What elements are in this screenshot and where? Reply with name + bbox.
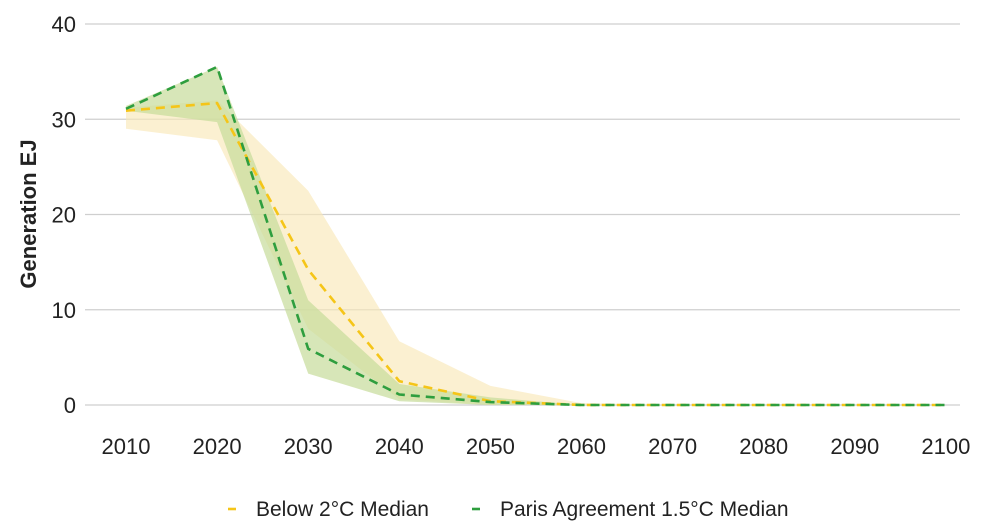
x-tick-label: 2030 bbox=[284, 434, 333, 459]
median-line-below-2c bbox=[125, 101, 946, 407]
x-tick-label: 2070 bbox=[648, 434, 697, 459]
y-tick-label: 10 bbox=[52, 298, 76, 323]
uncertainty-bands bbox=[126, 66, 946, 406]
x-tick-label: 2010 bbox=[102, 434, 151, 459]
x-tick-label: 2100 bbox=[921, 434, 970, 459]
x-tick-label: 2050 bbox=[466, 434, 515, 459]
x-tick-label: 2090 bbox=[830, 434, 879, 459]
x-tick-label: 2080 bbox=[739, 434, 788, 459]
y-tick-label: 30 bbox=[52, 107, 76, 132]
uncertainty-band-paris-1-5c bbox=[126, 66, 946, 406]
median-lines bbox=[125, 65, 946, 407]
y-axis-tick-labels: 0 10 20 30 40 bbox=[52, 12, 76, 418]
uncertainty-band-below-2c bbox=[126, 100, 946, 405]
y-tick-label: 20 bbox=[52, 203, 76, 228]
y-axis-title: Generation EJ bbox=[16, 139, 41, 288]
legend-label: Paris Agreement 1.5°C Median bbox=[500, 498, 789, 521]
x-tick-label: 2040 bbox=[375, 434, 424, 459]
x-tick-label: 2020 bbox=[193, 434, 242, 459]
y-tick-label: 40 bbox=[52, 12, 76, 37]
median-line-paris-1-5c bbox=[125, 65, 946, 407]
legend-item: Paris Agreement 1.5°C Median bbox=[472, 498, 789, 521]
y-tick-label: 0 bbox=[64, 393, 76, 418]
legend-item: Below 2°C Median bbox=[228, 498, 429, 521]
x-tick-label: 2060 bbox=[557, 434, 606, 459]
legend-label: Below 2°C Median bbox=[256, 498, 429, 521]
legend: Below 2°C Median Paris Agreement 1.5°C Me… bbox=[228, 498, 789, 521]
x-axis-tick-labels: 2010 2020 2030 2040 2050 2060 2070 2080 2090 2100 bbox=[102, 434, 971, 459]
